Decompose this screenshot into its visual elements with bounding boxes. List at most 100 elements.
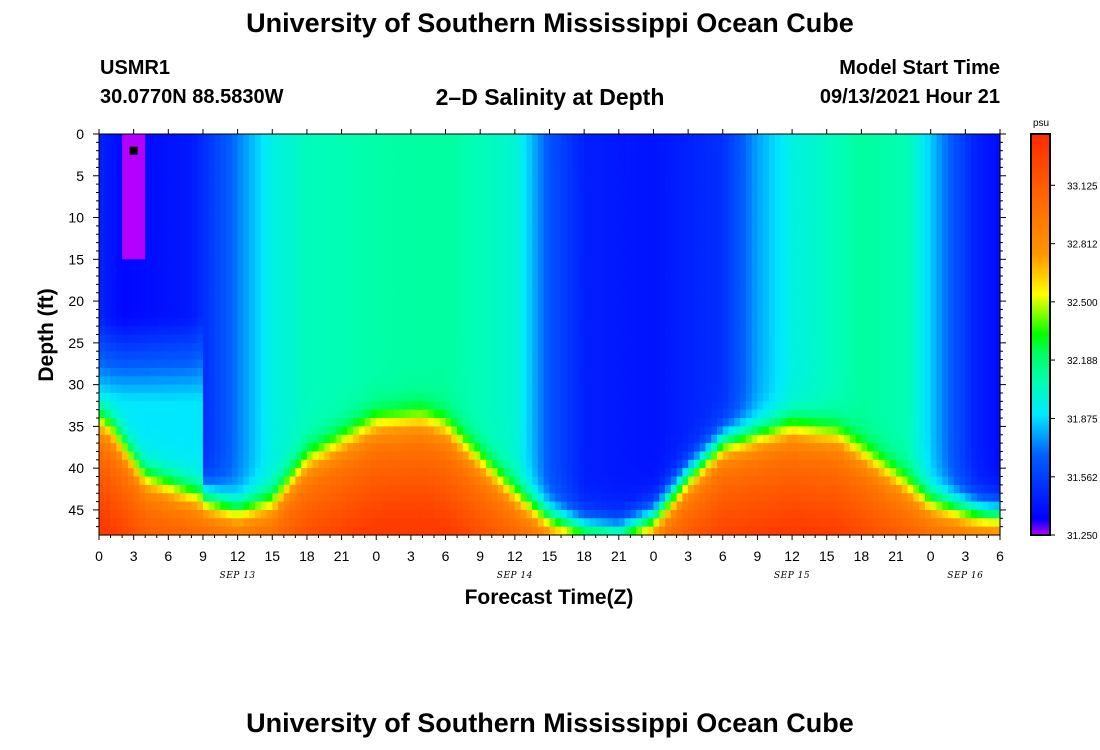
heatmap-cell: [197, 175, 204, 185]
heatmap-cell: [445, 351, 452, 361]
heatmap-cell: [589, 451, 597, 461]
heatmap-cell: [335, 459, 343, 469]
heatmap-cell: [474, 376, 481, 386]
heatmap-cell: [462, 468, 470, 478]
heatmap-cell: [641, 434, 649, 444]
heatmap-cell: [584, 309, 591, 319]
heatmap-cell: [410, 175, 418, 185]
heatmap-cell: [688, 426, 695, 436]
heatmap-cell: [387, 401, 395, 411]
heatmap-cell: [202, 509, 210, 519]
heatmap-cell: [243, 342, 250, 352]
heatmap-cell: [653, 384, 660, 394]
heatmap-cell: [330, 150, 337, 160]
heatmap-cell: [347, 209, 354, 219]
heatmap-cell: [601, 509, 608, 519]
heatmap-cell: [295, 484, 302, 494]
heatmap-cell: [526, 301, 533, 311]
heatmap-cell: [347, 200, 354, 210]
heatmap-cell: [595, 459, 603, 469]
heatmap-cell: [485, 267, 493, 277]
heatmap-cell: [254, 526, 262, 536]
heatmap-cell: [127, 184, 135, 194]
heatmap-cell: [474, 509, 481, 519]
heatmap-cell: [480, 250, 487, 260]
heatmap-cell: [561, 401, 568, 411]
heatmap-cell: [168, 309, 175, 319]
heatmap-cell: [688, 434, 695, 444]
heatmap-cell: [607, 234, 614, 244]
heatmap-cell: [208, 250, 216, 260]
heatmap-cell: [607, 309, 614, 319]
heatmap-cell: [260, 409, 268, 419]
heatmap-cell: [595, 200, 603, 210]
heatmap-cell: [185, 184, 193, 194]
heatmap-cell: [116, 434, 123, 444]
heatmap-cell: [561, 484, 568, 494]
heatmap-cell: [445, 276, 452, 285]
heatmap-cell: [260, 142, 268, 152]
heatmap-cell: [416, 175, 424, 185]
heatmap-cell: [514, 334, 522, 344]
heatmap-cell: [532, 509, 539, 519]
heatmap-cell: [474, 334, 481, 344]
heatmap-cell: [237, 434, 244, 444]
heatmap-cell: [139, 426, 146, 436]
heatmap-cell: [601, 376, 608, 386]
heatmap-cell: [636, 418, 643, 427]
heatmap-cell: [168, 342, 175, 352]
heatmap-cell: [185, 518, 193, 528]
heatmap-cell: [578, 309, 585, 319]
heatmap-cell: [693, 142, 701, 152]
heatmap-cell: [676, 376, 683, 386]
heatmap-cell: [584, 301, 591, 311]
heatmap-cell: [226, 418, 233, 427]
heatmap-cell: [162, 526, 169, 536]
heatmap-cell: [150, 192, 158, 202]
heatmap-cell: [416, 234, 424, 244]
heatmap-cell: [630, 259, 637, 269]
heatmap-cell: [220, 217, 227, 227]
heatmap-cell: [589, 242, 597, 252]
heatmap-cell: [428, 225, 435, 235]
heatmap-cell: [526, 309, 533, 319]
heatmap-cell: [653, 242, 660, 252]
heatmap-cell: [202, 209, 210, 219]
heatmap-cell: [370, 376, 377, 386]
heatmap-cell: [174, 376, 181, 386]
heatmap-cell: [393, 200, 400, 210]
heatmap-cell: [613, 518, 620, 528]
heatmap-cell: [174, 301, 181, 311]
heatmap-cell: [376, 150, 383, 160]
heatmap-cell: [220, 392, 227, 402]
heatmap-cell: [295, 468, 302, 478]
heatmap-cell: [370, 150, 377, 160]
heatmap-cell: [445, 209, 452, 219]
heatmap-cell: [566, 292, 574, 302]
heatmap-cell: [410, 301, 418, 311]
heatmap-cell: [272, 418, 279, 427]
heatmap-cell: [353, 200, 360, 210]
heatmap-cell: [624, 225, 631, 235]
heatmap-cell: [676, 484, 683, 494]
heatmap-cell: [162, 134, 169, 143]
heatmap-cell: [162, 184, 169, 194]
heatmap-cell: [208, 159, 216, 169]
heatmap-cell: [537, 367, 545, 377]
heatmap-cell: [601, 401, 608, 411]
heatmap-cell: [301, 242, 308, 252]
heatmap-cell: [110, 392, 117, 402]
heatmap-cell: [254, 317, 262, 327]
heatmap-cell: [682, 209, 689, 219]
heatmap-cell: [462, 376, 470, 386]
heatmap-cell: [208, 526, 216, 536]
heatmap-cell: [422, 167, 429, 177]
heatmap-cell: [589, 217, 597, 227]
heatmap-cell: [462, 276, 470, 285]
heatmap-cell: [514, 150, 522, 160]
heatmap-cell: [335, 276, 343, 285]
heatmap-cell: [214, 468, 221, 478]
heatmap-cell: [301, 217, 308, 227]
heatmap-cell: [174, 334, 181, 344]
